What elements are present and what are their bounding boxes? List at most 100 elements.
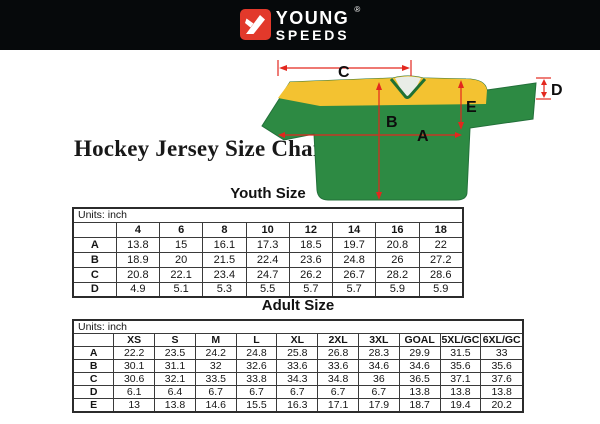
youth-size-heading: Youth Size: [230, 185, 306, 202]
size-value-cell: 26.2: [288, 266, 334, 283]
size-value-cell: 23.5: [154, 346, 196, 360]
size-value-cell: 31.5: [439, 346, 482, 360]
measurement-row-label: B: [72, 251, 117, 268]
size-value-cell: 17.9: [357, 398, 400, 413]
measure-a-arrowhead-right: [455, 132, 462, 138]
size-value-cell: 35.6: [480, 359, 524, 373]
measurement-row-label: D: [72, 281, 117, 298]
size-column-header: L: [235, 333, 278, 347]
size-value-cell: 22.2: [113, 346, 156, 360]
measure-e-arrowhead-top: [458, 80, 464, 88]
size-value-cell: 33.6: [317, 359, 359, 373]
size-value-cell: 18.7: [398, 398, 441, 413]
size-value-cell: 20.8: [375, 236, 420, 253]
size-value-cell: 17.1: [317, 398, 359, 413]
size-value-cell: 26.8: [317, 346, 359, 360]
youth-size-table: Units: inch 4 6 8 10 12 14 16 18 A 13.8 15 16.1 17.3 1…: [72, 207, 464, 298]
measurement-row-label: C: [72, 266, 117, 283]
size-value-cell: 13.8: [439, 385, 482, 399]
measurement-row-label: A: [72, 236, 117, 253]
size-column-header: 3XL: [357, 333, 400, 347]
size-value-cell: 24.7: [245, 266, 290, 283]
measurement-row-label: E: [72, 398, 115, 413]
size-value-cell: 33.8: [235, 372, 278, 386]
brand-logo-icon: [239, 8, 271, 40]
size-value-cell: 33: [480, 346, 524, 360]
size-column-header: 8: [202, 221, 247, 238]
registered-trademark: ®: [354, 4, 361, 14]
size-value-cell: 20.2: [480, 398, 524, 413]
size-value-cell: 18.5: [288, 236, 334, 253]
size-value-cell: 17.3: [245, 236, 290, 253]
size-value-cell: 5.7: [331, 281, 377, 298]
units-row: Units: inch: [72, 319, 524, 334]
size-value-cell: 28.2: [375, 266, 420, 283]
size-value-cell: 21.5: [202, 251, 247, 268]
size-column-header: 2XL: [317, 333, 359, 347]
size-value-cell: 15: [158, 236, 204, 253]
units-row: Units: inch: [72, 207, 464, 223]
size-value-cell: 6.7: [235, 385, 278, 399]
adult-size-heading: Adult Size: [261, 297, 335, 314]
size-value-cell: 34.6: [357, 359, 400, 373]
size-value-cell: 26: [375, 251, 420, 268]
size-value-cell: 5.7: [288, 281, 334, 298]
size-value-cell: 5.5: [245, 281, 290, 298]
size-value-cell: 24.8: [331, 251, 377, 268]
row-label-header: [72, 221, 117, 238]
size-column-header: S: [154, 333, 196, 347]
page-title: Hockey Jersey Size Chart: [74, 136, 332, 161]
size-value-cell: 4.9: [115, 281, 161, 298]
size-value-cell: 6.4: [154, 385, 196, 399]
size-value-cell: 37.1: [439, 372, 482, 386]
header-bar: YOUNG SPEEDS ®: [0, 0, 600, 50]
size-value-cell: 13: [113, 398, 156, 413]
size-value-cell: 13.8: [115, 236, 161, 253]
jersey-illustration: C B A E D: [261, 60, 563, 201]
size-column-header: GOAL: [398, 333, 441, 347]
size-value-cell: 32.6: [235, 359, 278, 373]
brand-name-top: YOUNG: [275, 7, 350, 28]
size-value-cell: 23.4: [202, 266, 247, 283]
size-value-cell: 16.3: [276, 398, 319, 413]
brand-name-bottom: SPEEDS: [275, 26, 350, 43]
size-value-cell: 34.6: [398, 359, 441, 373]
size-value-cell: 6.7: [194, 385, 237, 399]
size-value-cell: 33.5: [194, 372, 237, 386]
size-value-cell: 5.1: [158, 281, 204, 298]
measurement-row: B 30.1 31.1 32 32.6 33.6 33.6 34.6 34.6 35.6 35.6: [72, 359, 524, 373]
jersey-yoke: [278, 76, 487, 106]
measure-label-c: C: [338, 64, 350, 81]
size-value-cell: 31.1: [154, 359, 196, 373]
size-value-cell: 32.1: [154, 372, 196, 386]
size-value-cell: 27.2: [418, 251, 464, 268]
measure-label-d: D: [551, 82, 563, 99]
size-value-cell: 6.7: [357, 385, 400, 399]
size-value-cell: 36.5: [398, 372, 441, 386]
measure-label-a: A: [417, 128, 429, 145]
size-value-cell: 24.8: [235, 346, 278, 360]
size-column-header: XS: [113, 333, 156, 347]
size-column-header: 6XL/GC: [480, 333, 524, 347]
size-header-row: XS S M L XL 2XL 3XL GOAL 5XL/GC 6XL/GC: [72, 333, 524, 347]
brand-wordmark: YOUNG SPEEDS: [276, 9, 350, 42]
measurement-row: E 13 13.8 14.6 15.5 16.3 17.1 17.9 18.7 19.4 20.2: [72, 398, 524, 413]
row-label-header: [72, 333, 115, 347]
size-value-cell: 36: [357, 372, 400, 386]
size-value-cell: 30.6: [113, 372, 156, 386]
measurement-row-label: A: [72, 346, 115, 360]
size-value-cell: 22: [418, 236, 464, 253]
size-value-cell: 5.9: [418, 281, 464, 298]
size-header-row: 4 6 8 10 12 14 16 18: [72, 221, 464, 238]
size-value-cell: 5.3: [202, 281, 247, 298]
size-value-cell: 18.9: [115, 251, 161, 268]
measure-c-arrowhead-right: [402, 65, 410, 71]
size-value-cell: 35.6: [439, 359, 482, 373]
size-value-cell: 20: [158, 251, 204, 268]
units-label: Units: inch: [72, 207, 464, 223]
size-value-cell: 19.4: [439, 398, 482, 413]
size-value-cell: 26.7: [331, 266, 377, 283]
size-column-header: 12: [288, 221, 334, 238]
youth-size-section: Youth Size Units: inch 4 6 8 10 12 14 16 18 A 13.8…: [72, 184, 464, 298]
